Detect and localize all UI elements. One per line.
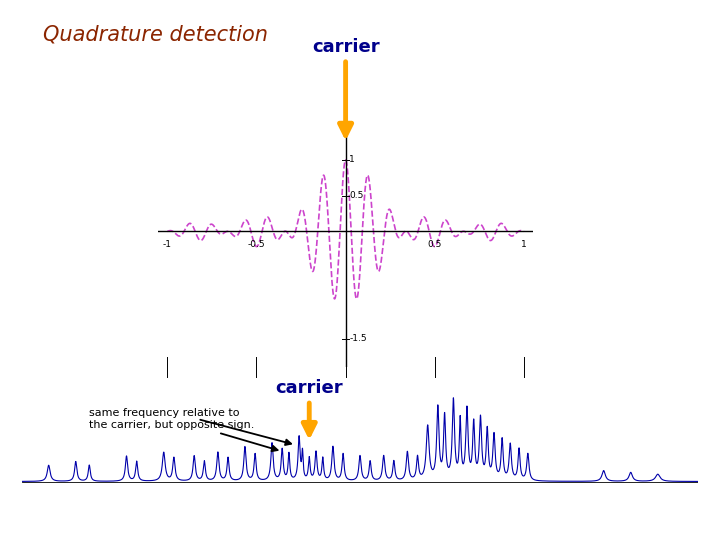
Text: 0.5: 0.5 [349, 191, 364, 200]
Text: same frequency relative to
the carrier, but opposite sign.: same frequency relative to the carrier, … [89, 408, 278, 451]
Text: carrier: carrier [312, 38, 379, 136]
Text: -1: -1 [163, 240, 172, 249]
Text: 1: 1 [521, 240, 527, 249]
Text: 1: 1 [349, 156, 355, 165]
Text: carrier: carrier [276, 380, 343, 435]
Text: Quadrature detection: Quadrature detection [43, 24, 268, 44]
Text: -0.5: -0.5 [248, 240, 265, 249]
Text: -1.5: -1.5 [349, 334, 366, 343]
Text: 0.5: 0.5 [428, 240, 442, 249]
